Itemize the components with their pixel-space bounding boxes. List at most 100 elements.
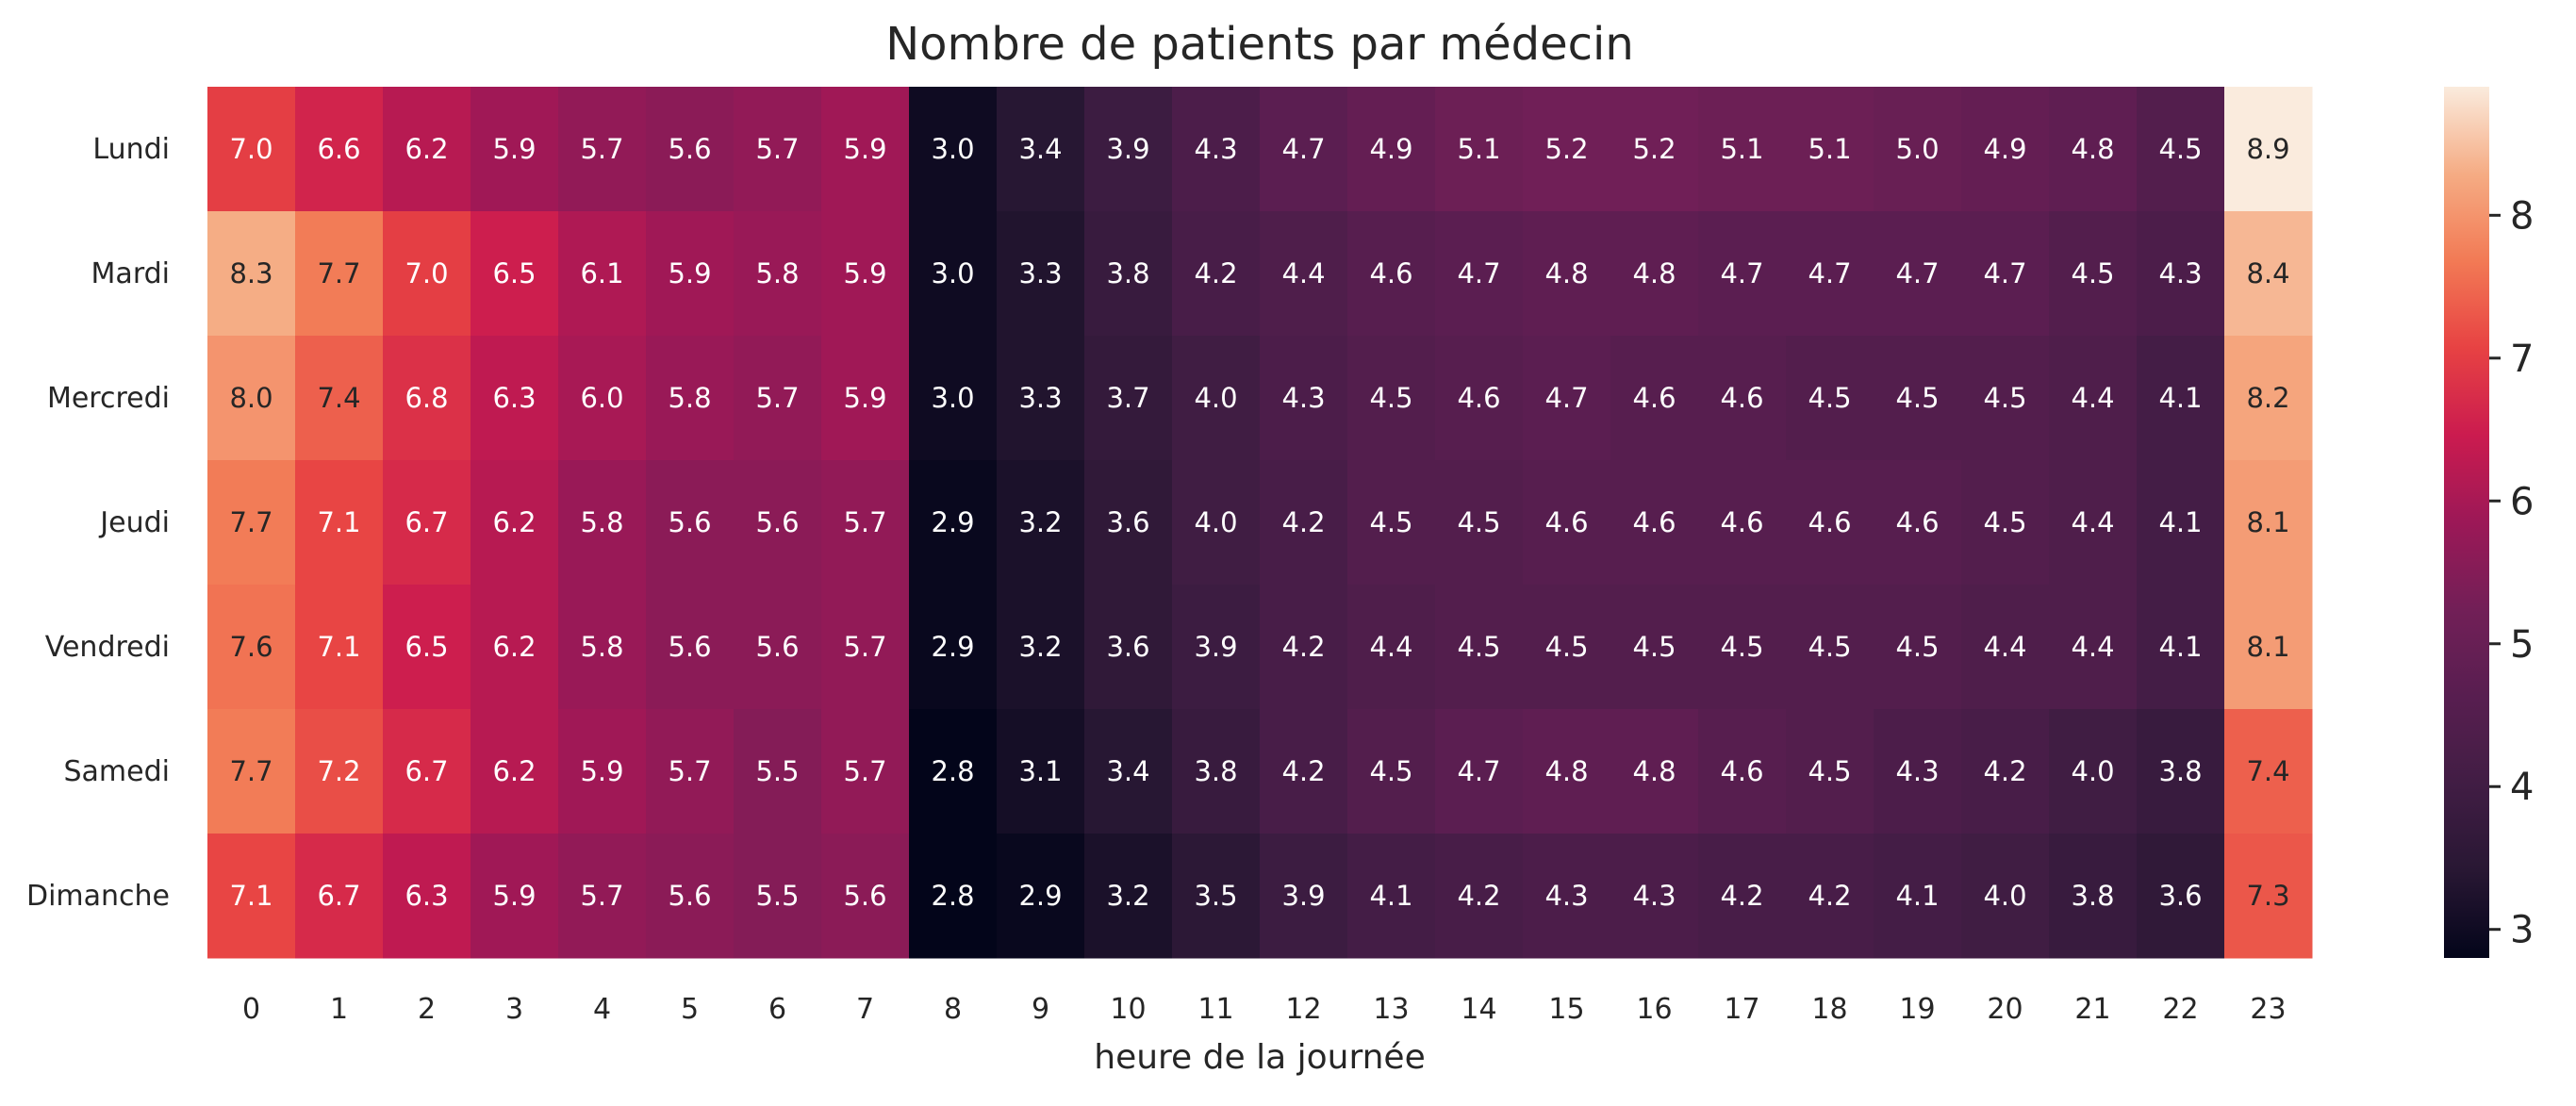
cell-value-label: 3.9 [1194,631,1237,663]
heatmap-cell [734,336,822,461]
cell-value-label: 5.8 [580,506,623,538]
heatmap-cell [1874,709,1962,834]
cell-value-label: 5.2 [1544,133,1588,165]
cell-value-label: 4.8 [1632,257,1676,289]
cell-value-label: 6.8 [405,382,448,414]
chart-title: Nombre de patients par médecin [885,18,1634,71]
heatmap-cell [471,211,559,337]
cell-value-label: 6.5 [492,257,536,289]
heatmap-cell [2049,336,2138,461]
heatmap-cell [2049,834,2138,959]
x-tick-label: 16 [1636,993,1672,1026]
heatmap-cell [1698,834,1787,959]
cell-value-label: 3.8 [1106,257,1149,289]
heatmap-cell [734,460,822,586]
heatmap-cell [295,585,384,710]
heatmap-cell [821,585,910,710]
x-tick-label: 2 [418,993,436,1026]
x-tick-labels: 0 1 2 3 4 5 6 7 8 9 10 11 12 13 14 15 16 17 18 19 20 21 22 23 [242,993,2287,1026]
heatmap-cell [1347,585,1436,710]
heatmap-cell [646,834,735,959]
x-tick-label: 9 [1032,993,1049,1026]
cell-value-label: 7.0 [229,133,272,165]
cell-value-label: 4.6 [1808,506,1851,538]
x-tick-label: 12 [1285,993,1321,1026]
y-tick-label: Samedi [64,755,171,788]
cell-value-label: 4.5 [1808,631,1851,663]
cell-value-label: 5.6 [755,631,799,663]
cell-value-label: 8.0 [229,382,272,414]
heatmap-cells: 7.0 6.6 6.2 5.9 5.7 5.6 5.7 5.9 3.0 3.4 3.9 4.3 4.7 4… [207,87,2313,959]
cell-value-label: 5.9 [492,133,536,165]
heatmap-cell [2224,336,2313,461]
heatmap-cell [1961,709,2050,834]
heatmap-cell [1260,709,1348,834]
cell-value-label: 5.2 [1632,133,1676,165]
heatmap-cell [1874,834,1962,959]
cell-value-label: 3.2 [1018,506,1062,538]
colorbar-tick-label: 8 [2510,194,2534,238]
y-tick-label: Dimanche [26,880,170,913]
y-tick-label: Mercredi [47,382,170,415]
y-tick-label: Mardi [91,257,170,290]
heatmap-cell [734,211,822,337]
cell-value-label: 3.6 [1106,506,1149,538]
cell-value-label: 6.1 [580,257,623,289]
cell-value-label: 4.2 [1457,880,1500,912]
heatmap-cell [383,211,471,337]
heatmap-cell [383,834,471,959]
heatmap-cell [2137,585,2225,710]
heatmap-cell [1961,211,2050,337]
heatmap-cell [1523,834,1611,959]
heatmap-cell [821,834,910,959]
cell-value-label: 4.5 [1983,506,2026,538]
heatmap-cell [207,709,296,834]
cell-value-label: 4.4 [2071,506,2114,538]
cell-value-label: 5.9 [668,257,711,289]
heatmap-cell [1435,585,1524,710]
heatmap-cell [1084,211,1173,337]
cell-value-label: 5.7 [668,755,711,787]
heatmap-cell [295,709,384,834]
cell-value-label: 8.3 [229,257,272,289]
cell-value-label: 4.3 [1281,382,1325,414]
cell-value-label: 3.0 [931,257,974,289]
cell-value-label: 5.8 [580,631,623,663]
heatmap-cell [207,336,296,461]
cell-value-label: 5.6 [755,506,799,538]
heatmap-cell [1260,834,1348,959]
heatmap-cell [207,834,296,959]
colorbar-tick-label: 5 [2510,623,2534,667]
cell-value-label: 3.2 [1106,880,1149,912]
cell-value-label: 2.9 [931,631,974,663]
cell-value-label: 4.2 [1720,880,1763,912]
cell-value-label: 4.5 [2071,257,2114,289]
cell-value-label: 7.4 [2246,755,2289,787]
heatmap-cell [1786,460,1874,586]
heatmap-cell [295,336,384,461]
cell-value-label: 4.8 [1632,755,1676,787]
heatmap-cell [383,709,471,834]
cell-value-label: 6.5 [405,631,448,663]
cell-value-label: 5.9 [843,382,886,414]
heatmap-cell [1961,460,2050,586]
heatmap-cell [1172,211,1261,337]
heatmap-cell [2049,211,2138,337]
cell-value-label: 4.6 [1720,755,1763,787]
cell-value-label: 5.8 [668,382,711,414]
heatmap-cell [1084,460,1173,586]
cell-value-label: 6.7 [405,755,448,787]
cell-value-label: 4.6 [1544,506,1588,538]
cell-value-label: 3.7 [1106,382,1149,414]
cell-value-label: 4.4 [1281,257,1325,289]
cell-value-label: 7.7 [317,257,360,289]
heatmap-cell [558,834,647,959]
heatmap-cell [997,709,1085,834]
heatmap-cell [1435,336,1524,461]
cell-value-label: 4.5 [1369,755,1412,787]
heatmap-cell [1786,834,1874,959]
cell-value-label: 5.7 [843,631,886,663]
cell-value-label: 3.0 [931,382,974,414]
heatmap-cell [997,211,1085,337]
cell-value-label: 4.3 [1194,133,1237,165]
